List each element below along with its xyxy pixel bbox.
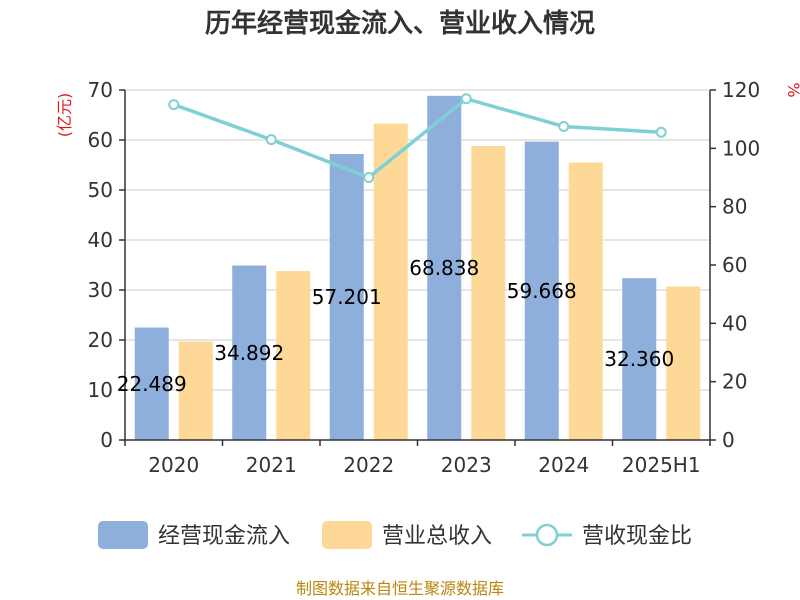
x-tick-label: 2023 (441, 453, 492, 477)
ratio-point[interactable] (460, 93, 472, 105)
bar-cash-inflow[interactable] (524, 141, 559, 440)
legend-item-revenue[interactable]: 营业总收入 (322, 521, 492, 549)
legend-item-ratio[interactable]: 营收现金比 (522, 523, 692, 549)
x-tick-label: 2025H1 (622, 453, 701, 477)
y-right-tick-label: 80 (722, 195, 747, 219)
bar-revenue[interactable] (568, 162, 603, 441)
bar-cash-inflow[interactable] (329, 153, 364, 440)
x-tick-label: 2022 (343, 453, 394, 477)
data-label-cash-inflow: 32.360 (604, 347, 674, 371)
bar-revenue[interactable] (178, 341, 213, 441)
data-label-cash-inflow: 59.668 (507, 279, 577, 303)
ratio-point[interactable] (363, 172, 375, 183)
data-label-cash-inflow: 68.838 (409, 256, 479, 280)
bar-revenue[interactable] (471, 146, 506, 440)
legend-swatch (322, 521, 372, 549)
ratio-point[interactable] (655, 126, 667, 138)
x-tick-label: 2020 (148, 453, 199, 477)
ratio-line (173, 96, 662, 180)
y-left-tick-label: 70 (88, 78, 113, 102)
y-left-tick-label: 40 (88, 228, 113, 252)
y-right-tick-label: 0 (722, 428, 735, 452)
y-left-tick-label: 50 (88, 178, 113, 202)
y-right-unit: % (784, 82, 800, 97)
y-right-tick-label: 60 (722, 253, 747, 277)
bar-cash-inflow[interactable] (232, 265, 267, 440)
legend-label: 经营现金流入 (158, 524, 290, 549)
y-left-tick-label: 0 (100, 428, 113, 452)
ratio-point[interactable] (168, 99, 180, 111)
y-right-tick-label: 100 (722, 136, 760, 160)
y-right-tick-label: 40 (722, 311, 747, 335)
legend-label: 营业总收入 (382, 524, 492, 549)
bar-revenue[interactable] (373, 123, 408, 441)
legend-marker (535, 523, 559, 547)
y-left-tick-label: 20 (88, 328, 113, 352)
bar-cash-inflow[interactable] (427, 95, 462, 440)
source-note: 制图数据来自恒生聚源数据库 (296, 579, 504, 598)
y-left-tick-label: 30 (88, 278, 113, 302)
ratio-point[interactable] (558, 120, 570, 132)
y-right-tick-label: 20 (722, 370, 747, 394)
bar-cash-inflow[interactable] (622, 278, 657, 440)
legend-swatch (98, 521, 148, 549)
y-left-tick-label: 60 (88, 128, 113, 152)
data-label-cash-inflow: 22.489 (117, 372, 187, 396)
axes: 0 10 20 30 40 50 60 70 0 20 40 60 80 100 120 2020 2021 20… (88, 78, 761, 477)
y-left-unit: (亿元) (55, 93, 74, 138)
bar-revenue[interactable] (276, 271, 311, 440)
legend[interactable]: 经营现金流入 营业总收入 营收现金比 (98, 521, 692, 549)
data-label-cash-inflow: 57.201 (312, 285, 382, 309)
data-labels: 22.489 34.892 57.201 68.838 59.668 32.360 (117, 256, 674, 396)
legend-item-cash-inflow[interactable]: 经营现金流入 (98, 521, 290, 549)
y-left-tick-label: 10 (88, 378, 113, 402)
ratio-point[interactable] (265, 134, 277, 146)
chart-title: 历年经营现金流入、营业收入情况 (205, 8, 595, 39)
data-label-cash-inflow: 34.892 (214, 341, 284, 365)
bar-group (134, 95, 701, 441)
bar-revenue[interactable] (666, 286, 701, 441)
bar-cash-inflow[interactable] (134, 327, 169, 440)
ratio-line-group (168, 93, 667, 183)
x-tick-label: 2021 (246, 453, 297, 477)
x-tick-label: 2024 (538, 453, 589, 477)
legend-label: 营收现金比 (582, 524, 692, 549)
y-right-tick-label: 120 (722, 78, 760, 102)
